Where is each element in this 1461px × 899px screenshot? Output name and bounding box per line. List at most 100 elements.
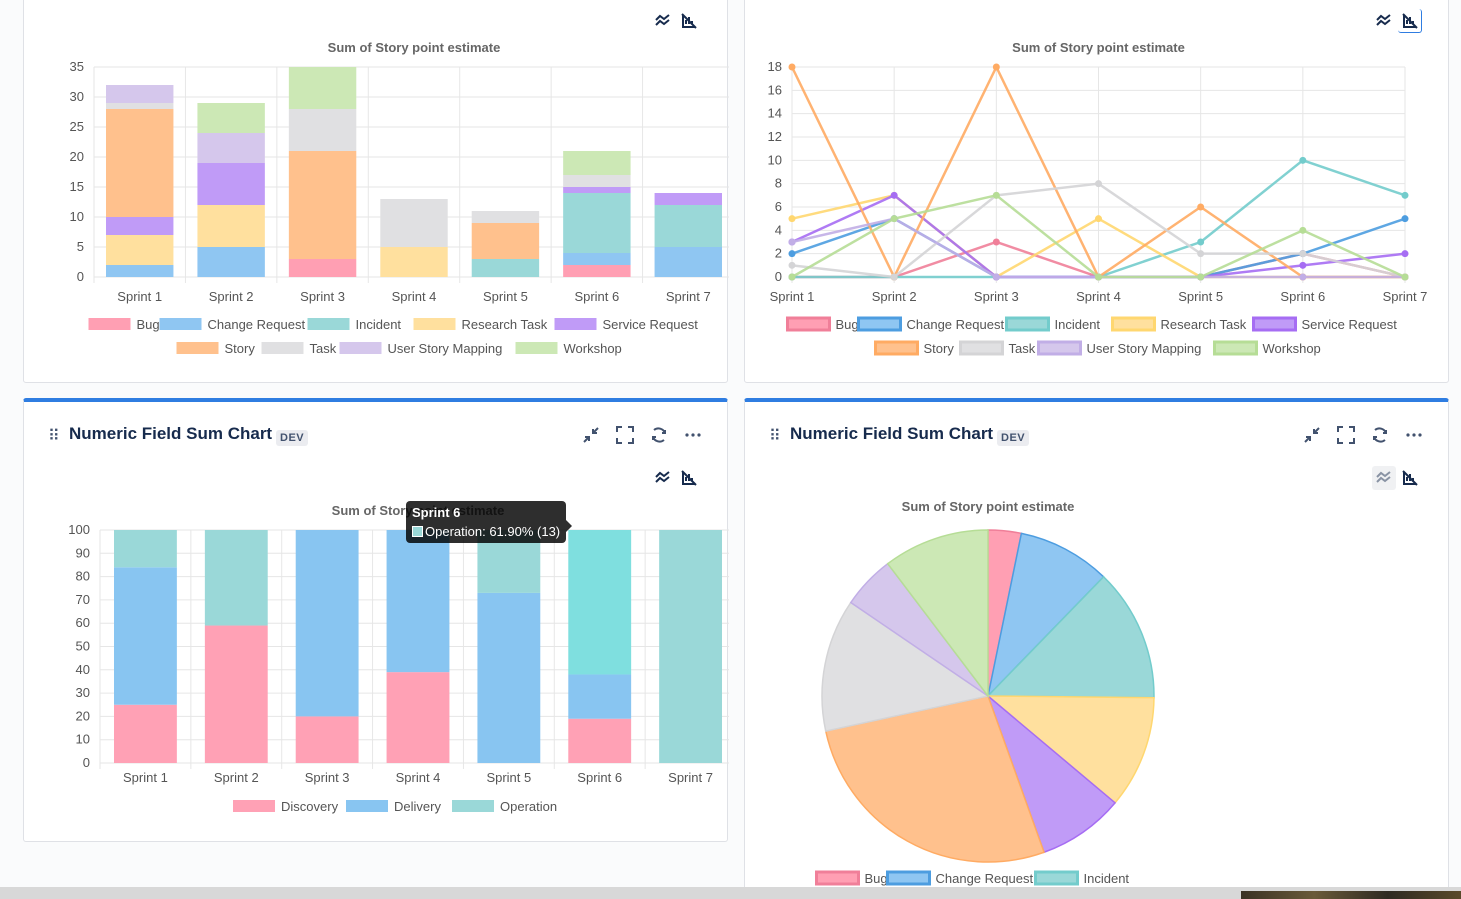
data-point <box>1197 238 1205 246</box>
refresh-button[interactable] <box>648 424 670 446</box>
legend-label: Workshop <box>1263 341 1321 356</box>
x-tick-label: Sprint 2 <box>214 770 259 785</box>
env-badge: DEV <box>276 430 309 446</box>
percent-stacked-bar-chart: Sum of Story point estimate0102030405060… <box>68 503 729 814</box>
refresh-icon <box>652 427 666 443</box>
fullscreen-button[interactable] <box>614 424 636 446</box>
trend-toggle-button[interactable] <box>1372 9 1396 33</box>
x-tick-label: Sprint 6 <box>574 289 619 304</box>
tooltip-swatch <box>412 526 423 537</box>
more-button[interactable] <box>1403 424 1425 446</box>
chart-toolbar <box>647 9 707 33</box>
data-point <box>1299 226 1307 234</box>
hide-labels-button[interactable] <box>677 466 701 490</box>
data-point <box>788 215 796 223</box>
hide-labels-button[interactable] <box>1398 466 1422 490</box>
x-tick-label: Sprint 2 <box>872 289 917 304</box>
bar-segment <box>654 205 722 247</box>
collapse-icon <box>583 427 599 443</box>
legend-label: Bug <box>865 871 888 886</box>
pie-slice <box>821 601 990 732</box>
x-tick-label: Sprint 4 <box>392 289 437 304</box>
chart-panel-stacked-bar: Sum of Story point estimate 0 5 10 15 20 25 30 3… <box>23 0 729 383</box>
trend-icon <box>1376 471 1391 483</box>
data-point <box>1197 250 1205 258</box>
bar-segment <box>563 265 631 277</box>
pie-slice <box>986 532 1105 699</box>
bar-segment <box>654 247 722 277</box>
more-icon <box>1406 433 1422 437</box>
legend-label: Discovery <box>281 799 339 814</box>
pie-slice <box>986 575 1155 699</box>
legend-label: Task <box>1009 341 1036 356</box>
chart-toolbar <box>1368 466 1428 490</box>
x-tick-label: Sprint 1 <box>770 289 815 304</box>
data-point <box>1095 180 1102 188</box>
legend-swatch <box>261 342 304 354</box>
trend-toggle-button[interactable] <box>651 9 675 33</box>
x-tick-label: Sprint 4 <box>396 770 441 785</box>
bar-segment <box>288 259 357 277</box>
bar-segment <box>106 103 174 109</box>
y-tick-label: 0 <box>83 755 90 770</box>
more-button[interactable] <box>682 424 704 446</box>
panel-header: ⠿ Numeric Field Sum Chart DEV <box>745 420 1448 452</box>
y-tick-label: 10 <box>76 732 90 747</box>
data-point <box>788 250 796 258</box>
bar-segment <box>204 625 268 763</box>
bar-segment <box>295 530 359 717</box>
data-point <box>1095 215 1102 223</box>
bar-segment <box>471 259 540 277</box>
y-tick-label: 50 <box>76 639 90 654</box>
x-tick-label: Sprint 6 <box>1280 289 1325 304</box>
trend-toggle-button[interactable] <box>651 466 675 490</box>
trend-toggle-button[interactable] <box>1372 466 1396 490</box>
bar-segment <box>106 85 174 103</box>
bar-segment <box>114 530 177 568</box>
data-point <box>992 191 1000 199</box>
legend-swatch <box>88 318 131 330</box>
fullscreen-button[interactable] <box>1335 424 1357 446</box>
bar-segment <box>568 674 632 719</box>
x-tick-label: Sprint 1 <box>123 770 168 785</box>
bar-segment <box>114 567 177 705</box>
legend-label: Incident <box>1084 871 1130 886</box>
more-icon <box>685 433 701 437</box>
refresh-button[interactable] <box>1369 424 1391 446</box>
y-tick-label: 0 <box>77 269 84 284</box>
legend-swatch <box>1213 340 1258 356</box>
trend-icon <box>655 14 670 26</box>
legend-swatch <box>515 342 558 354</box>
data-point <box>788 63 796 71</box>
bar-segment <box>563 187 631 193</box>
chart-toolbar <box>647 466 707 490</box>
x-tick-label: Sprint 2 <box>209 289 254 304</box>
y-tick-label: 80 <box>76 569 90 584</box>
bar-segment <box>471 211 540 223</box>
hide-labels-button[interactable] <box>677 9 701 33</box>
bar-segment <box>204 530 268 626</box>
hide-labels-button[interactable] <box>1398 9 1422 33</box>
x-tick-label: Sprint 7 <box>666 289 711 304</box>
collapse-button[interactable] <box>580 424 602 446</box>
collapse-button[interactable] <box>1301 424 1323 446</box>
pie-slice <box>824 695 1046 863</box>
legend-label: User Story Mapping <box>1087 341 1202 356</box>
x-tick-label: Sprint 3 <box>300 289 345 304</box>
legend-swatch <box>159 318 202 330</box>
y-tick-label: 16 <box>768 82 782 97</box>
drag-handle-icon[interactable]: ⠿ <box>769 428 781 445</box>
chart-panel-pie: ⠿ Numeric Field Sum Chart DEV Sum of Sto… <box>744 398 1449 898</box>
tooltip-text: Operation: 61.90% (13) <box>425 524 561 539</box>
trend-icon <box>1376 14 1391 26</box>
legend-label: Research Task <box>1161 317 1247 332</box>
y-tick-label: 0 <box>775 269 782 284</box>
trend-icon <box>655 471 670 483</box>
drag-handle-icon[interactable]: ⠿ <box>48 428 60 445</box>
x-tick-label: Sprint 6 <box>577 770 622 785</box>
data-point <box>890 273 898 281</box>
legend-swatch <box>1111 316 1156 332</box>
bar-segment <box>106 109 174 217</box>
bar-segment <box>114 704 177 763</box>
bar-segment <box>288 109 357 151</box>
